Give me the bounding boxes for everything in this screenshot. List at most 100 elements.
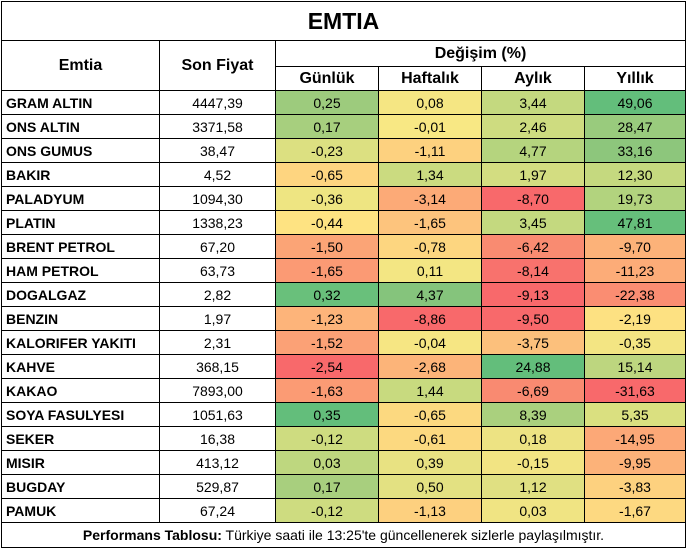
daily-change: -1,50 bbox=[275, 234, 379, 259]
weekly-change: -0,61 bbox=[378, 426, 482, 451]
weekly-change: -1,13 bbox=[378, 498, 482, 523]
commodity-name: PAMUK bbox=[1, 498, 160, 523]
yearly-change: 28,47 bbox=[584, 114, 686, 139]
daily-change: -2,54 bbox=[275, 354, 379, 379]
daily-change: -1,23 bbox=[275, 306, 379, 331]
monthly-change: 3,45 bbox=[481, 210, 585, 235]
last-price: 4,52 bbox=[159, 162, 276, 187]
yearly-change: -1,67 bbox=[584, 498, 686, 523]
table-row: PAMUK 67,24 -0,12 -1,13 0,03 -1,67 bbox=[1, 498, 686, 523]
daily-change: -0,36 bbox=[275, 186, 379, 211]
table-row: ONS ALTIN 3371,58 0,17 -0,01 2,46 28,47 bbox=[1, 114, 686, 139]
table-row: KAKAO 7893,00 -1,63 1,44 -6,69 -31,63 bbox=[1, 378, 686, 403]
table-row: SOYA FASULYESI 1051,63 0,35 -0,65 8,39 5,35 bbox=[1, 402, 686, 427]
last-price: 3371,58 bbox=[159, 114, 276, 139]
daily-change: 0,32 bbox=[275, 282, 379, 307]
table-row: BUGDAY 529,87 0,17 0,50 1,12 -3,83 bbox=[1, 474, 686, 499]
last-price: 529,87 bbox=[159, 474, 276, 499]
monthly-change: -9,50 bbox=[481, 306, 585, 331]
weekly-change: -8,86 bbox=[378, 306, 482, 331]
monthly-change: 1,97 bbox=[481, 162, 585, 187]
last-price: 1094,30 bbox=[159, 186, 276, 211]
monthly-change: -3,75 bbox=[481, 330, 585, 355]
commodity-name: MISIR bbox=[1, 450, 160, 475]
table-row: SEKER 16,38 -0,12 -0,61 0,18 -14,95 bbox=[1, 426, 686, 451]
header-weekly: Haftalık bbox=[378, 66, 482, 91]
daily-change: -0,12 bbox=[275, 498, 379, 523]
weekly-change: -0,01 bbox=[378, 114, 482, 139]
yearly-change: 15,14 bbox=[584, 354, 686, 379]
last-price: 368,15 bbox=[159, 354, 276, 379]
weekly-change: 1,44 bbox=[378, 378, 482, 403]
last-price: 38,47 bbox=[159, 138, 276, 163]
weekly-change: -0,78 bbox=[378, 234, 482, 259]
daily-change: 0,35 bbox=[275, 402, 379, 427]
table-body: GRAM ALTIN 4447,39 0,25 0,08 3,44 49,06 ONS A… bbox=[1, 90, 686, 523]
commodity-name: KAHVE bbox=[1, 354, 160, 379]
table-row: PLATIN 1338,23 -0,44 -1,65 3,45 47,81 bbox=[1, 210, 686, 235]
weekly-change: -1,65 bbox=[378, 210, 482, 235]
commodity-name: KAKAO bbox=[1, 378, 160, 403]
monthly-change: -8,14 bbox=[481, 258, 585, 283]
table-title: EMTIA bbox=[1, 1, 686, 41]
last-price: 2,31 bbox=[159, 330, 276, 355]
monthly-change: 4,77 bbox=[481, 138, 585, 163]
commodity-name: DOGALGAZ bbox=[1, 282, 160, 307]
last-price: 16,38 bbox=[159, 426, 276, 451]
last-price: 1338,23 bbox=[159, 210, 276, 235]
weekly-change: -2,68 bbox=[378, 354, 482, 379]
header-daily: Günlük bbox=[275, 66, 379, 91]
commodity-name: ONS ALTIN bbox=[1, 114, 160, 139]
commodity-name: SEKER bbox=[1, 426, 160, 451]
weekly-change: 0,39 bbox=[378, 450, 482, 475]
weekly-change: -0,04 bbox=[378, 330, 482, 355]
table-row: KAHVE 368,15 -2,54 -2,68 24,88 15,14 bbox=[1, 354, 686, 379]
daily-change: -1,65 bbox=[275, 258, 379, 283]
monthly-change: 2,46 bbox=[481, 114, 585, 139]
daily-change: -0,23 bbox=[275, 138, 379, 163]
weekly-change: 1,34 bbox=[378, 162, 482, 187]
monthly-change: -0,15 bbox=[481, 450, 585, 475]
last-price: 67,24 bbox=[159, 498, 276, 523]
commodity-name: BAKIR bbox=[1, 162, 160, 187]
table-row: BAKIR 4,52 -0,65 1,34 1,97 12,30 bbox=[1, 162, 686, 187]
footer-text: Türkiye saati ile 13:25'te güncellenerek… bbox=[221, 527, 605, 543]
daily-change: -0,12 bbox=[275, 426, 379, 451]
daily-change: -1,52 bbox=[275, 330, 379, 355]
daily-change: -1,63 bbox=[275, 378, 379, 403]
monthly-change: 8,39 bbox=[481, 402, 585, 427]
yearly-change: -3,83 bbox=[584, 474, 686, 499]
monthly-change: 1,12 bbox=[481, 474, 585, 499]
weekly-change: 4,37 bbox=[378, 282, 482, 307]
commodity-name: PLATIN bbox=[1, 210, 160, 235]
yearly-change: 49,06 bbox=[584, 90, 686, 115]
commodity-name: KALORIFER YAKITI bbox=[1, 330, 160, 355]
daily-change: 0,25 bbox=[275, 90, 379, 115]
commodity-name: SOYA FASULYESI bbox=[1, 402, 160, 427]
header-yearly: Yıllık bbox=[584, 66, 686, 91]
last-price: 1051,63 bbox=[159, 402, 276, 427]
footer-label: Performans Tablosu: bbox=[82, 527, 222, 543]
table-row: BRENT PETROL 67,20 -1,50 -0,78 -6,42 -9,70 bbox=[1, 234, 686, 259]
table-row: KALORIFER YAKITI 2,31 -1,52 -0,04 -3,75 -0,35 bbox=[1, 330, 686, 355]
daily-change: 0,03 bbox=[275, 450, 379, 475]
monthly-change: -8,70 bbox=[481, 186, 585, 211]
header-last-price: Son Fiyat bbox=[159, 40, 276, 91]
table-row: BENZIN 1,97 -1,23 -8,86 -9,50 -2,19 bbox=[1, 306, 686, 331]
header-commodity: Emtia bbox=[1, 40, 160, 91]
weekly-change: 0,50 bbox=[378, 474, 482, 499]
yearly-change: -0,35 bbox=[584, 330, 686, 355]
weekly-change: 0,08 bbox=[378, 90, 482, 115]
header-monthly: Aylık bbox=[481, 66, 585, 91]
last-price: 4447,39 bbox=[159, 90, 276, 115]
last-price: 1,97 bbox=[159, 306, 276, 331]
monthly-change: -9,13 bbox=[481, 282, 585, 307]
monthly-change: -6,42 bbox=[481, 234, 585, 259]
last-price: 2,82 bbox=[159, 282, 276, 307]
weekly-change: 0,11 bbox=[378, 258, 482, 283]
last-price: 7893,00 bbox=[159, 378, 276, 403]
yearly-change: 33,16 bbox=[584, 138, 686, 163]
table-row: ONS GUMUS 38,47 -0,23 -1,11 4,77 33,16 bbox=[1, 138, 686, 163]
daily-change: 0,17 bbox=[275, 474, 379, 499]
